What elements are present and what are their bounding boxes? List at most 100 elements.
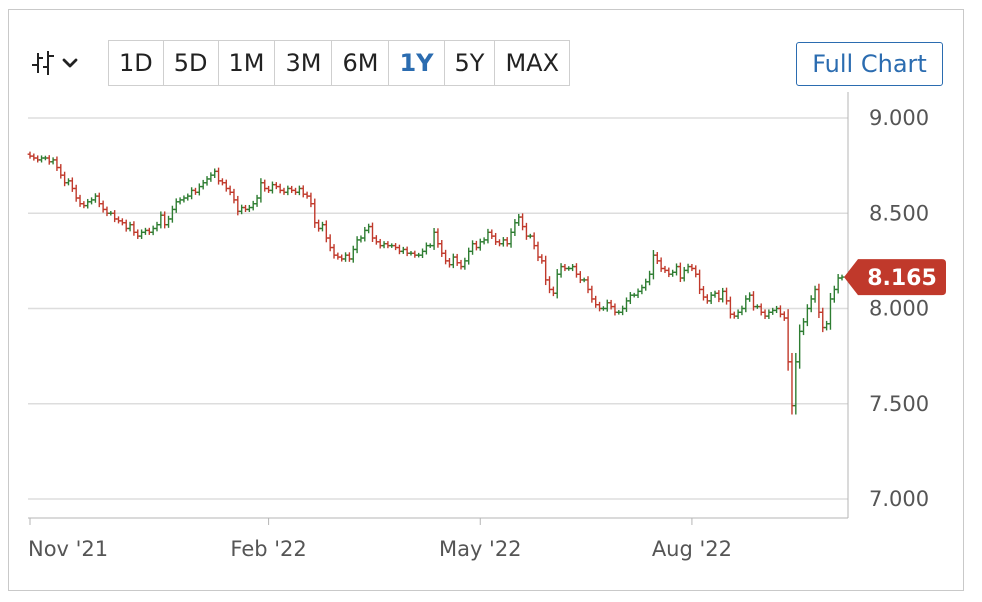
range-5y-button[interactable]: 5Y <box>445 41 496 85</box>
ohlc-bar <box>397 244 402 255</box>
ohlc-bar <box>143 227 148 235</box>
ohlc-bar <box>258 178 264 203</box>
ohlc-bar <box>808 295 814 313</box>
ohlc-bar <box>524 222 529 240</box>
x-tick-label: May '22 <box>439 537 522 561</box>
chart-panel <box>8 9 964 591</box>
range-3m-button[interactable]: 3M <box>275 41 333 85</box>
ohlc-bar <box>212 168 218 179</box>
ohlc-bars-icon <box>30 49 56 77</box>
ohlc-bar <box>597 301 602 312</box>
ohlc-bar <box>381 241 387 249</box>
ohlc-bar <box>735 309 741 319</box>
ohlc-bar <box>774 305 779 313</box>
ohlc-bar <box>127 221 133 232</box>
ohlc-bar <box>716 290 722 303</box>
ohlc-bar <box>285 185 291 196</box>
ohlc-bar <box>193 187 198 195</box>
range-6m-button[interactable]: 6M <box>332 41 390 85</box>
ohlc-bar <box>89 197 94 205</box>
ohlc-bar <box>839 274 845 281</box>
ohlc-bar <box>246 204 252 213</box>
ohlc-bar <box>27 151 33 159</box>
ohlc-bar <box>751 291 756 311</box>
ohlc-bar <box>508 228 514 248</box>
ohlc-bar <box>585 276 591 294</box>
ohlc-bar <box>543 255 549 286</box>
ohlc-bar <box>489 229 495 239</box>
ohlc-bar <box>704 294 710 304</box>
ohlc-bar <box>824 320 830 331</box>
ohlc-bar <box>516 213 522 226</box>
ohlc-bar <box>539 254 545 264</box>
range-1y-button[interactable]: 1Y <box>389 41 445 85</box>
ohlc-bar <box>647 270 652 286</box>
ohlc-bar <box>454 253 460 266</box>
ohlc-bar <box>477 238 483 251</box>
y-tick-label: 7.000 <box>869 487 929 511</box>
ohlc-bar <box>743 295 749 313</box>
ohlc-bar <box>335 252 341 260</box>
ohlc-bar <box>812 285 818 303</box>
ohlc-bar <box>208 172 214 182</box>
ohlc-bar <box>720 287 726 303</box>
ohlc-bar <box>450 253 456 269</box>
ohlc-bar <box>231 188 237 204</box>
ohlc-bar <box>731 311 737 319</box>
chart-type-selector[interactable] <box>30 40 100 86</box>
range-1m-button[interactable]: 1M <box>219 41 276 85</box>
range-1d-button[interactable]: 1D <box>109 41 164 85</box>
ohlc-bar <box>423 242 429 255</box>
ohlc-bar <box>747 292 753 302</box>
ohlc-bar <box>758 303 764 316</box>
ohlc-bar <box>504 237 510 247</box>
ohlc-bar <box>69 177 75 192</box>
range-selector: 1D 5D 1M 3M 6M 1Y 5Y MAX <box>108 40 571 86</box>
range-max-button[interactable]: MAX <box>505 49 560 77</box>
ohlc-bar <box>100 200 106 213</box>
ohlc-bar <box>801 318 806 336</box>
ohlc-bar <box>654 252 660 265</box>
y-tick-label: 8.500 <box>869 201 929 225</box>
y-tick-label: 7.500 <box>869 392 929 416</box>
ohlc-bar <box>304 191 310 199</box>
ohlc-bar <box>531 232 537 250</box>
ohlc-bar <box>104 206 110 217</box>
x-tick-label: Feb '22 <box>230 537 306 561</box>
ohlc-bar <box>273 182 279 190</box>
range-5d-button[interactable]: 5D <box>164 41 219 85</box>
ohlc-bar <box>670 269 676 277</box>
ohlc-bar <box>119 218 125 226</box>
ohlc-bar <box>458 259 464 270</box>
ohlc-bar <box>173 198 179 213</box>
ohlc-bar <box>270 181 275 194</box>
ohlc-bar <box>50 157 56 165</box>
ohlc-bar <box>66 178 71 186</box>
ohlc-bar <box>85 198 91 209</box>
ohlc-bar <box>154 221 160 232</box>
ohlc-bar <box>577 271 583 284</box>
ohlc-bar <box>177 197 183 205</box>
ohlc-bar <box>362 226 368 242</box>
ohlc-bar <box>139 229 145 239</box>
ohlc-bar <box>739 305 745 316</box>
ohlc-bar <box>485 228 491 244</box>
ohlc-bar <box>277 183 283 194</box>
ohlc-bar <box>643 278 649 291</box>
ohlc-bar <box>227 185 233 196</box>
ohlc-bar <box>497 239 502 247</box>
ohlc-bar <box>662 265 668 273</box>
ohlc-bar <box>385 241 391 249</box>
ohlc-bar <box>620 305 626 316</box>
ohlc-bar <box>373 235 379 245</box>
ohlc-bar <box>727 296 733 319</box>
full-chart-button[interactable]: Full Chart <box>796 42 943 86</box>
ohlc-bar <box>293 187 298 195</box>
ohlc-bar <box>412 250 418 258</box>
ohlc-bar <box>320 221 325 232</box>
ohlc-bar <box>250 200 256 211</box>
ohlc-bar <box>589 285 595 303</box>
ohlc-bar <box>73 184 79 202</box>
ohlc-bar <box>689 264 695 272</box>
